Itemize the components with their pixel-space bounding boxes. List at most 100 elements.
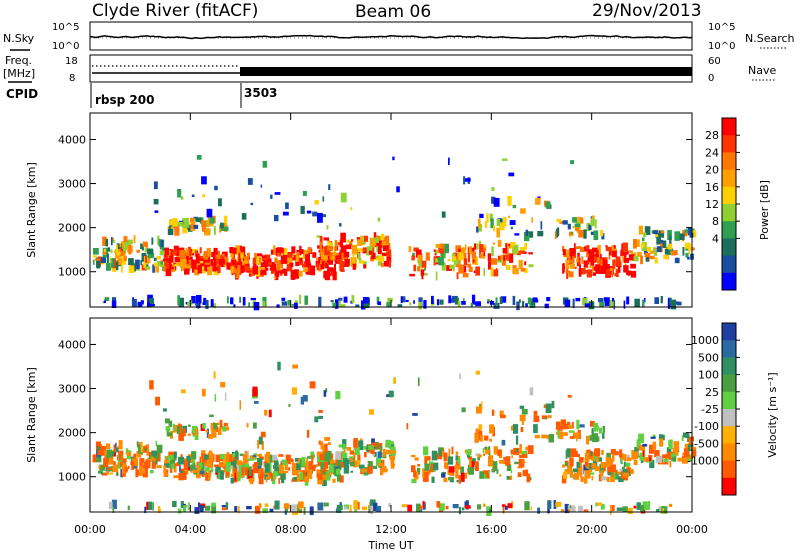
- colorbar-tick-label: 100: [698, 369, 719, 382]
- power-cell: [241, 254, 243, 262]
- velocity-cell: [178, 473, 185, 481]
- velocity-cell: [393, 377, 396, 384]
- velocity-cell: [652, 441, 657, 450]
- velocity-cell: [471, 461, 475, 470]
- power-cell: [484, 221, 488, 228]
- velocity-cell: [658, 506, 661, 513]
- velocity-cell: [188, 424, 191, 427]
- velocity-cell: [320, 474, 327, 480]
- power-cell: [624, 252, 627, 258]
- velocity-cell: [324, 452, 331, 462]
- velocity-cell: [320, 462, 326, 473]
- power-cell: [219, 224, 222, 233]
- power-cell: [352, 263, 356, 270]
- velocity-cell: [477, 454, 482, 458]
- velocity-cell: [585, 468, 589, 472]
- velocity-cell: [158, 452, 161, 458]
- power-cell: [116, 243, 122, 252]
- power-cell: [636, 239, 640, 247]
- velocity-cell: [475, 453, 481, 456]
- power-cell: [123, 246, 127, 254]
- power-cell: [107, 253, 109, 263]
- power-cell: [299, 294, 301, 305]
- colorbar-tick-label: 28: [705, 129, 719, 142]
- velocity-cell: [560, 509, 565, 513]
- power-cell: [193, 218, 196, 222]
- power-cell: [346, 239, 351, 243]
- velocity-cell: [636, 439, 641, 449]
- velocity-cell: [311, 455, 314, 464]
- power-cell: [111, 258, 115, 268]
- power-cell: [638, 225, 644, 235]
- power-cell: [528, 252, 533, 255]
- power-cell: [664, 249, 670, 255]
- velocity-cell: [441, 471, 446, 475]
- power-cell: [172, 218, 178, 227]
- power-cell: [357, 248, 364, 253]
- velocity-cell: [357, 454, 361, 464]
- power-cell: [205, 299, 209, 309]
- velocity-cell: [364, 452, 367, 458]
- velocity-cell: [220, 464, 225, 468]
- velocity-cell: [565, 449, 568, 459]
- power-cell: [669, 235, 672, 244]
- power-cell: [230, 297, 234, 305]
- sky-left-label: N.Sky: [3, 32, 35, 45]
- velocity-cell: [571, 422, 574, 429]
- power-cell: [413, 300, 415, 304]
- power-cell: [554, 231, 557, 239]
- power-cell: [471, 247, 475, 253]
- power-cell: [201, 266, 205, 273]
- velocity-cell: [358, 440, 364, 451]
- velocity-cell: [111, 465, 118, 472]
- colorbar-tick-label: 4: [712, 232, 719, 245]
- velocity-cell: [590, 456, 595, 461]
- power-cell: [345, 244, 352, 250]
- velocity-cell: [163, 465, 166, 475]
- velocity-cell: [589, 462, 593, 465]
- power-cell: [568, 271, 574, 278]
- velocity-cell: [318, 471, 323, 480]
- velocity-cell: [105, 443, 111, 450]
- velocity-cell: [386, 449, 391, 455]
- power-cell: [327, 239, 330, 242]
- power-cell: [507, 196, 512, 206]
- power-cell: [343, 251, 350, 258]
- velocity-cell: [226, 451, 230, 462]
- velocity-cell: [292, 364, 298, 369]
- power-cell: [241, 213, 247, 220]
- power-cell: [421, 269, 424, 280]
- power-cell: [510, 226, 513, 230]
- velocity-cell: [666, 447, 672, 454]
- power-cell: [93, 248, 99, 255]
- power-cell: [615, 269, 619, 278]
- power-cell: [592, 247, 598, 253]
- power-cell: [136, 249, 140, 253]
- velocity-cell: [411, 465, 416, 473]
- power-cell: [249, 270, 252, 277]
- power-cell: [189, 217, 195, 223]
- velocity-cell: [283, 470, 289, 474]
- velocity-cell: [308, 461, 313, 470]
- velocity-cell: [97, 470, 103, 474]
- power-cell: [177, 295, 180, 305]
- velocity-cell: [214, 394, 217, 402]
- velocity-cell: [475, 370, 480, 375]
- velocity-cell: [97, 446, 103, 455]
- power-cell: [475, 301, 481, 307]
- velocity-cell: [681, 435, 684, 442]
- power-cell: [271, 268, 274, 274]
- velocity-cell: [246, 506, 252, 510]
- power-cell: [495, 297, 498, 307]
- velocity-cell: [303, 476, 310, 482]
- velocity-cell: [109, 472, 114, 475]
- power-cell: [611, 248, 618, 252]
- velocity-cell: [322, 476, 327, 486]
- velocity-cell: [173, 425, 180, 433]
- velocity-cell: [537, 507, 541, 514]
- sky-strip-frame: [89, 21, 693, 51]
- power-cell: [230, 266, 235, 274]
- power-cell: [520, 208, 526, 214]
- velocity-cell: [173, 451, 177, 459]
- power-cell: [140, 243, 142, 249]
